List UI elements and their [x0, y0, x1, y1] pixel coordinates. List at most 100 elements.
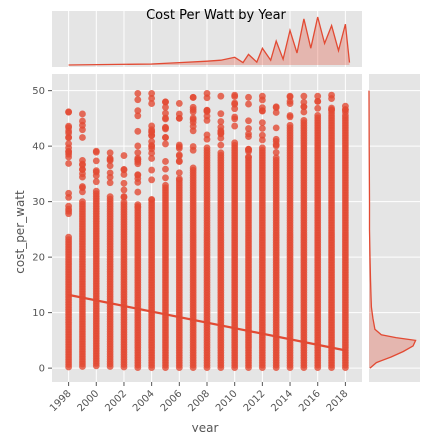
data-point — [134, 127, 142, 135]
data-point — [189, 146, 197, 154]
data-point — [134, 96, 142, 104]
data-point — [120, 186, 128, 194]
data-point — [203, 131, 211, 139]
data-point — [341, 102, 349, 110]
data-point — [258, 144, 266, 152]
data-point — [328, 106, 335, 114]
data-point — [245, 100, 252, 108]
data-point — [272, 141, 280, 149]
right-marginal-grid — [369, 90, 420, 369]
data-point — [148, 94, 156, 102]
data-point — [189, 127, 197, 135]
data-point — [162, 109, 169, 117]
data-point — [314, 98, 322, 105]
x-axis-title: year — [192, 421, 219, 432]
data-point — [258, 107, 266, 115]
data-point — [134, 156, 142, 164]
data-point — [65, 108, 73, 116]
data-point — [120, 166, 128, 173]
y-tick-label: 20 — [32, 253, 45, 264]
data-point — [286, 92, 294, 100]
data-point — [162, 181, 169, 189]
data-point — [92, 147, 100, 155]
data-point — [189, 116, 197, 124]
data-point — [134, 203, 142, 210]
y-axis-ticks: 0 10 20 30 40 50 — [32, 86, 52, 375]
data-point — [79, 126, 86, 134]
data-point — [258, 131, 266, 139]
data-point — [258, 136, 266, 144]
data-point — [203, 107, 211, 114]
data-point — [245, 125, 252, 132]
data-point — [134, 188, 142, 196]
data-point — [79, 110, 86, 118]
data-point — [134, 178, 142, 186]
data-point — [106, 179, 114, 187]
data-point — [300, 108, 308, 116]
data-point — [258, 125, 266, 132]
y-tick-label: 10 — [32, 308, 45, 319]
data-point — [79, 134, 86, 141]
data-point — [134, 149, 142, 157]
data-point — [120, 193, 128, 201]
data-point — [314, 92, 322, 100]
data-point — [175, 114, 183, 122]
data-point — [162, 103, 169, 111]
data-point — [231, 100, 239, 108]
data-point — [162, 174, 169, 182]
data-point — [134, 171, 142, 179]
main-panel — [52, 74, 362, 382]
data-point — [217, 92, 225, 100]
data-point — [286, 112, 294, 119]
data-point — [203, 90, 211, 97]
right-marginal-kde-line — [368, 90, 417, 369]
data-point — [189, 164, 197, 172]
data-point — [65, 189, 73, 197]
data-point — [314, 104, 322, 112]
data-point — [120, 179, 128, 187]
data-point — [189, 103, 197, 111]
data-point — [162, 115, 169, 123]
data-point — [175, 169, 183, 177]
top-marginal-kde-line — [68, 16, 351, 66]
data-point — [245, 93, 252, 101]
data-point — [175, 143, 183, 151]
data-point — [79, 160, 86, 168]
data-point — [217, 134, 225, 142]
data-point — [92, 178, 100, 186]
data-point — [245, 146, 252, 154]
data-point — [106, 156, 114, 163]
data-point — [272, 124, 280, 132]
data-point — [148, 196, 156, 204]
data-point — [120, 171, 128, 178]
data-point — [217, 110, 225, 118]
data-point — [134, 112, 142, 120]
data-point — [231, 122, 239, 130]
data-point — [203, 112, 211, 120]
data-point — [65, 140, 73, 148]
data-point — [217, 129, 225, 137]
data-point — [79, 198, 86, 206]
data-point — [189, 93, 197, 101]
y-axis-title: cost_per_watt — [13, 190, 27, 274]
data-point — [162, 165, 169, 173]
data-point — [65, 160, 73, 167]
data-point — [300, 116, 308, 124]
data-point — [148, 166, 156, 174]
data-point — [148, 176, 156, 184]
data-point — [120, 152, 128, 159]
data-point — [148, 90, 156, 97]
data-point — [217, 149, 225, 157]
y-tick-label: 0 — [39, 364, 45, 375]
data-point — [175, 175, 183, 183]
data-point — [272, 154, 280, 162]
data-point — [162, 123, 169, 131]
top-marginal-kde-fill — [68, 17, 350, 65]
data-point — [92, 157, 100, 165]
data-point — [175, 100, 183, 107]
data-point — [148, 100, 156, 107]
data-point — [231, 91, 239, 99]
data-point — [258, 119, 266, 127]
data-point — [217, 141, 225, 149]
data-point — [134, 90, 142, 97]
